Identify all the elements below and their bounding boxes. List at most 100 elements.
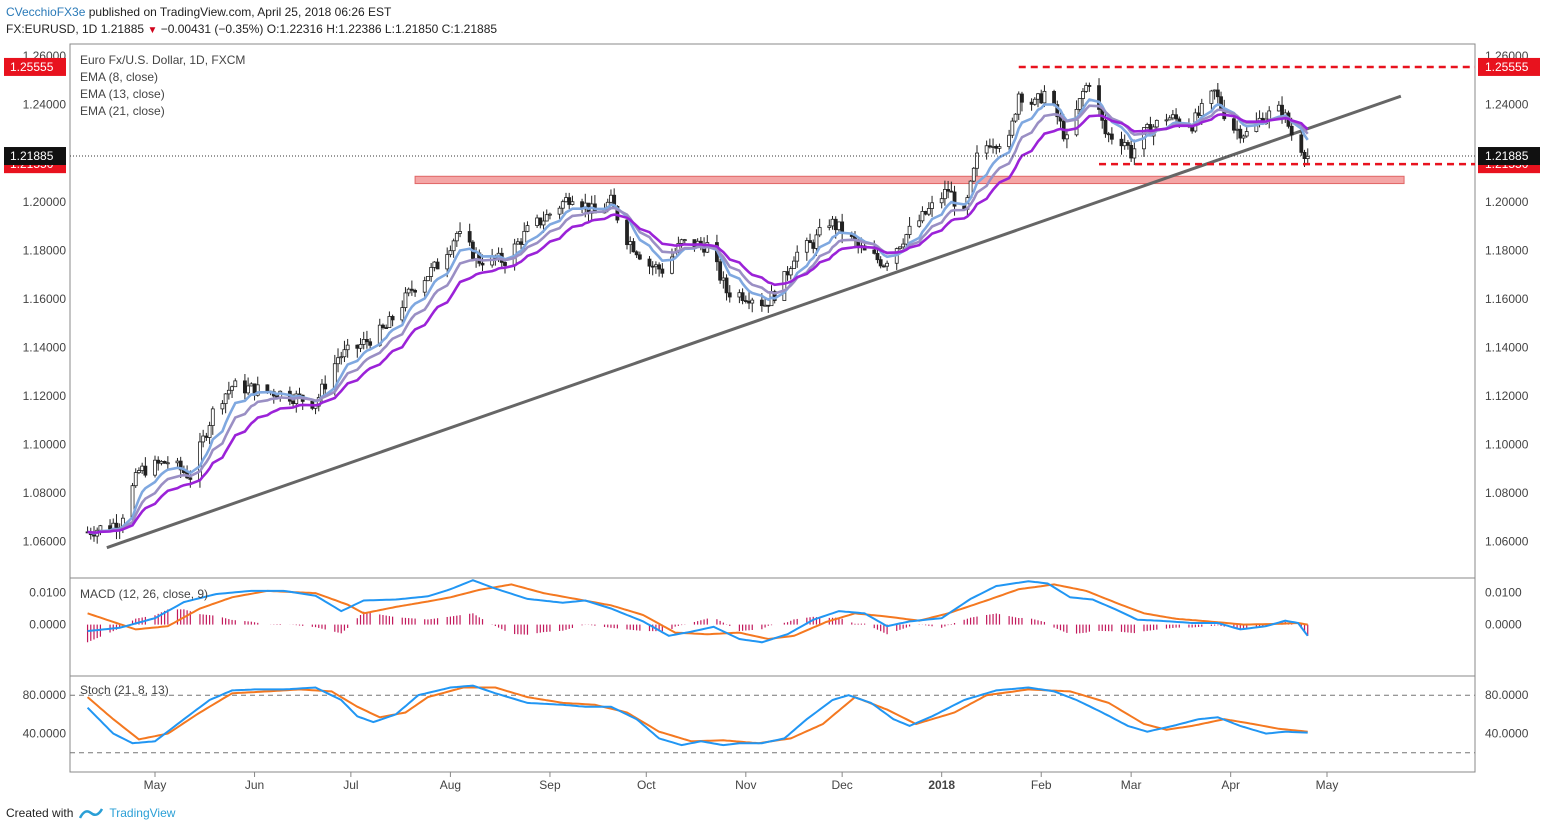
candle-body [560,201,565,209]
candle-body [422,280,427,293]
tradingview-brand-link[interactable]: TradingView [109,806,176,820]
candle-body [336,357,340,365]
candle-body [1122,142,1127,147]
trendline [106,94,1402,550]
y-tick-label-left: 1.16000 [23,292,67,306]
candle-body [387,316,392,328]
candle-body [1302,151,1307,159]
x-tick-label: 2018 [928,778,955,792]
stoch-tick-left: 40.0000 [23,727,67,741]
candle-body [737,292,742,298]
candle-body [1036,93,1040,100]
created-with-label: Created with [6,806,74,820]
candle-body [403,292,408,309]
candle-body [1016,93,1021,115]
candle-body [885,262,889,267]
low-label: L: [384,22,395,36]
candle-body [291,400,295,404]
candle-body [137,470,141,474]
candle-body [1145,124,1150,128]
candle-body [1305,155,1310,159]
x-tick-label: Jul [343,778,358,792]
x-tick-label: Apr [1221,778,1240,792]
x-tick-label: Mar [1121,778,1142,792]
candle-body [92,534,96,537]
footer: Created with TradingView [6,806,175,820]
candle-body [1007,134,1012,148]
candle-body [952,191,957,207]
y-tick-label-right: 1.14000 [1485,340,1529,354]
candle-body [920,211,925,222]
time-axis[interactable]: May Jun Jul Aug Sep Oct Nov Dec 2018 Feb Mar Apr May [144,772,1339,792]
candle-body [647,258,652,267]
candle-body [162,461,167,464]
candle-body [432,261,437,268]
candle-body [445,254,450,270]
candle-body [178,460,183,471]
candle-body [204,435,209,438]
y-tick-label-left: 1.14000 [23,340,67,354]
candle-body [108,525,112,530]
candle-body [454,233,459,242]
candle-body [249,383,254,387]
stoch-pane[interactable]: 80.0000 80.0000 40.0000 40.0000 [23,684,1529,754]
y-tick-label-left: 1.08000 [23,486,67,500]
candle-body [1081,90,1085,99]
candle-body [361,339,366,345]
candle-body [233,380,238,388]
candle-body [750,299,755,304]
y-tick-label-left: 1.10000 [23,438,67,452]
candle-body [365,339,369,343]
candle-body [1052,90,1056,106]
candle-body [609,194,613,203]
candle-body [503,262,507,266]
candle-body [1119,138,1124,147]
y-tick-label-right: 1.06000 [1485,535,1529,549]
price-pane[interactable]: 1.06000 1.06000 1.08000 1.08000 1.10000 1.100… [4,49,1540,550]
legend-title: Euro Fx/U.S. Dollar, 1D, FXCM [80,53,245,67]
candle-body [827,225,832,228]
candle-body [804,240,809,253]
ema21-line [87,113,1309,534]
candle-body [625,219,629,246]
candle-body [615,206,620,221]
legend-stoch: Stoch (21, 8, 13) [80,683,169,697]
y-tick-label-right: 1.20000 [1485,195,1529,209]
legend-ema21: EMA (21, close) [80,104,165,118]
candle-body [942,189,947,200]
candle-body [1055,104,1060,118]
candle-body [413,289,417,293]
candle-body [1154,119,1159,128]
candle-body [788,268,793,276]
close-value: 1.21885 [453,22,498,36]
candle-body [525,225,530,232]
candle-body [657,264,662,270]
candle-body [541,220,546,226]
author-link[interactable]: CVecchioFX3e [6,5,86,19]
candle-body [946,189,951,192]
candle-body [1289,125,1294,136]
y-tick-label-right: 1.10000 [1485,438,1529,452]
candle-body [721,277,726,281]
macd-tick-left: 0.0100 [29,585,66,599]
candle-body [872,249,877,254]
candle-body [782,271,787,301]
open-value: 1.22316 [279,22,323,36]
candle-body [833,218,838,231]
macd-pane[interactable]: 0.0100 0.0100 0.0000 0.0000 [29,579,1522,644]
candle-body [881,265,886,268]
candle-body [949,190,954,193]
pane-frames [69,43,1476,773]
candle-body [1042,90,1047,104]
candle-body [670,256,674,274]
candle-body [991,146,995,148]
candle-body [837,221,841,231]
candle-body [763,304,767,307]
candle-body [564,197,568,203]
candle-body [811,242,816,249]
level-tag-right-text: 1.25555 [1485,60,1529,74]
candle-body [984,145,989,154]
y-tick-label-left: 1.06000 [23,535,67,549]
candle-body [1109,133,1114,140]
